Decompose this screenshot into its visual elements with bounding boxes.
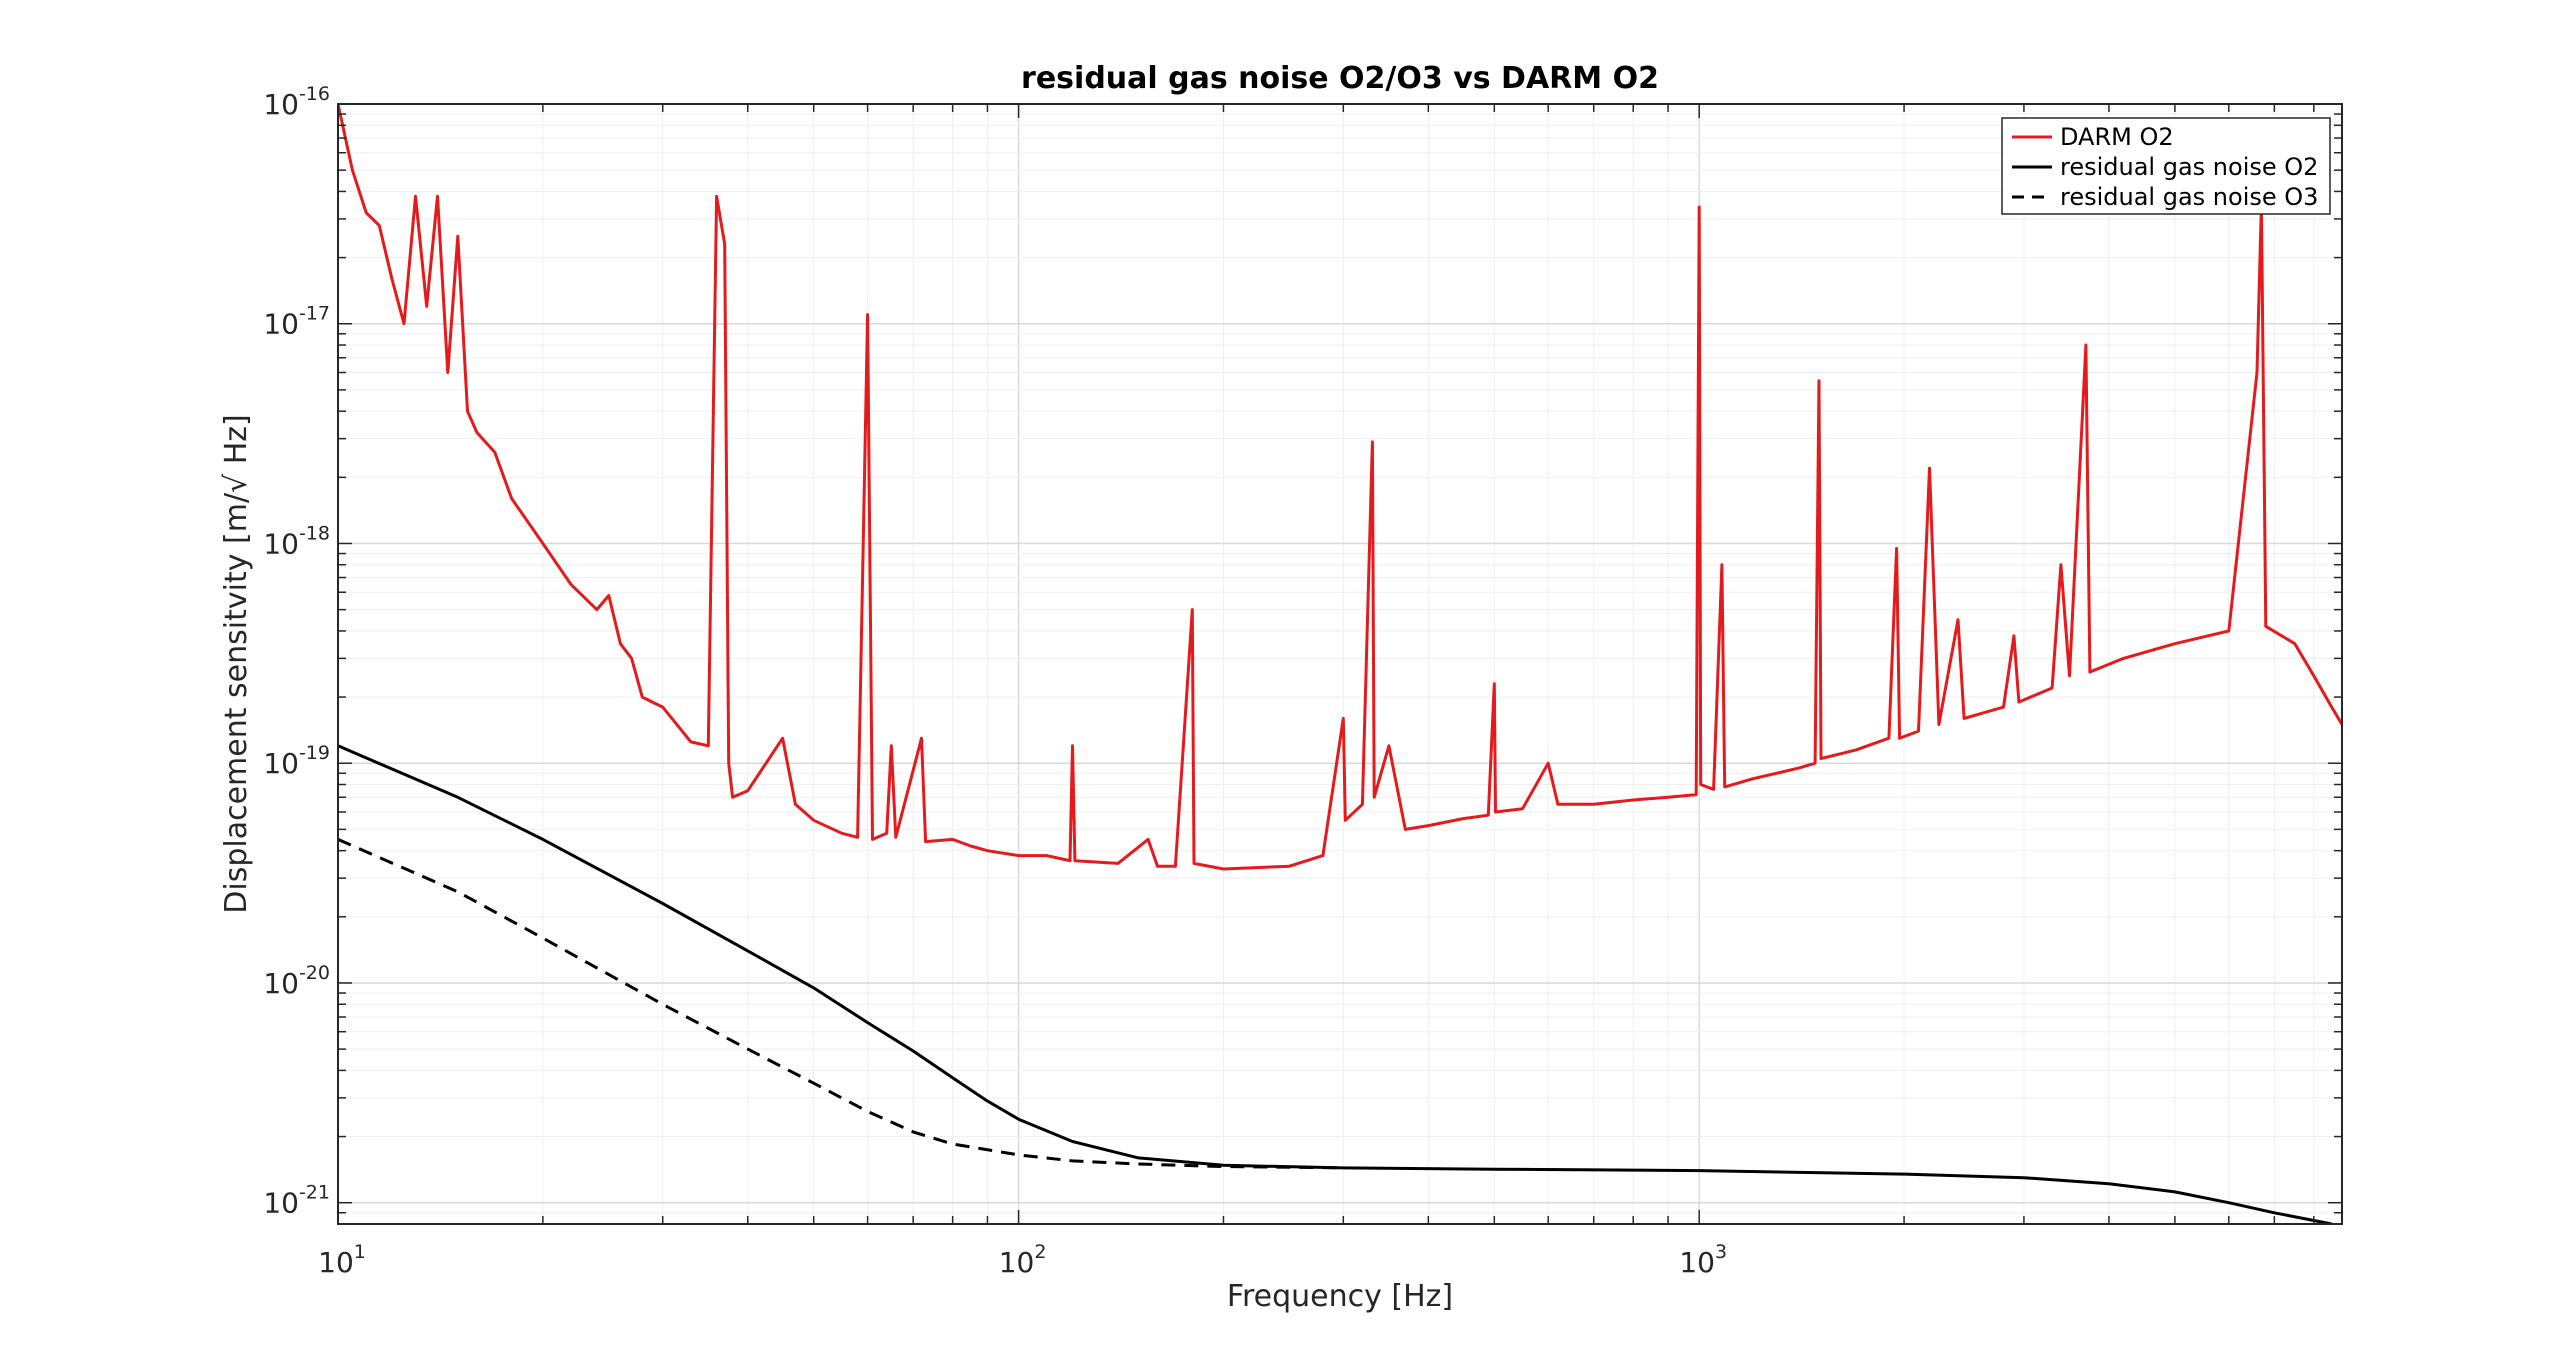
series-layer (338, 104, 2342, 1224)
plot-frame (337, 103, 2343, 1225)
legend-label: residual gas noise O2 (2060, 153, 2318, 181)
series-line-3 (338, 838, 1344, 1170)
y-tick-label: 10-17 (263, 303, 330, 341)
chart-title: residual gas noise O2/O3 vs DARM O2 (1021, 61, 1659, 96)
y-tick-label: 10-18 (263, 522, 330, 560)
x-axis-label: Frequency [Hz] (1227, 1279, 1453, 1314)
ticks (337, 103, 2342, 1225)
y-tick-label: 10-20 (263, 962, 330, 1000)
legend-box (2001, 117, 2331, 215)
series-line-2 (338, 744, 2332, 1224)
legend-label: DARM O2 (2060, 123, 2174, 151)
y-tick-label: 10-21 (263, 1182, 330, 1220)
x-tick-label: 103 (1679, 1241, 1727, 1279)
tick-labels: 101 102 103 10-21 10-20 10-19 10-18 10-17 10-16 (263, 83, 1727, 1279)
y-tick-label: 10-19 (263, 742, 330, 780)
series-line-1 (338, 104, 2342, 871)
x-tick-label: 102 (999, 1241, 1047, 1279)
y-axis-label: Displacement sensitvity [m/√ Hz] (219, 414, 254, 913)
x-tick-label: 101 (318, 1241, 366, 1279)
y-tick-label: 10-16 (263, 83, 330, 121)
plot-area (338, 104, 2342, 1224)
legend-label: residual gas noise O3 (2060, 183, 2318, 211)
grid (337, 103, 2342, 1225)
